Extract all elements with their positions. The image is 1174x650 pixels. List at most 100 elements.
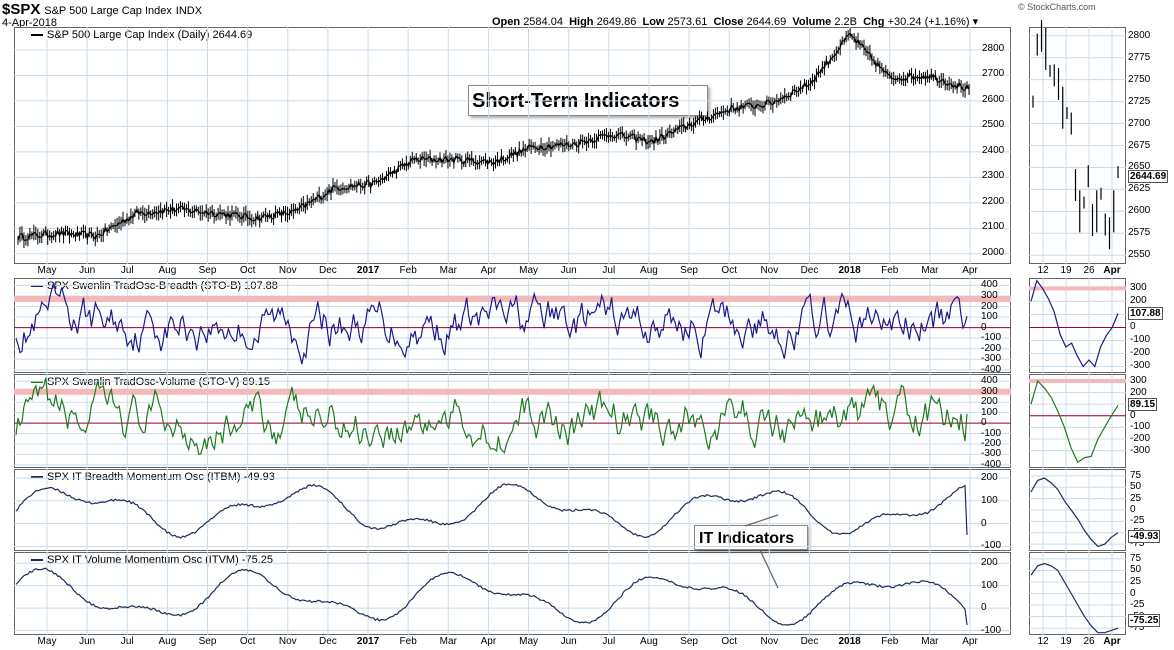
last-value-tag: -49.93	[1128, 530, 1161, 543]
x-tick-label-top: Apr	[480, 265, 497, 276]
copyright: © StockCharts.com	[1018, 2, 1096, 12]
zoom-x-tick-label-bottom: Apr	[1103, 636, 1121, 647]
it-indicators-callout: IT Indicators	[694, 525, 808, 550]
stov-y-tick: 200	[981, 396, 998, 408]
zoom-stob-y-tick: -100	[1130, 334, 1151, 346]
x-tick-label-top: Dec	[319, 265, 337, 276]
chg-label: Chg	[863, 16, 885, 28]
zoom-stov-band	[1029, 378, 1126, 383]
x-tick-label-bottom: Mar	[439, 636, 457, 647]
stov-y-tick: 300	[981, 385, 998, 397]
collapse-triangle-icon[interactable]: ▾	[972, 16, 979, 28]
zoom-itbm-y-tick: 50	[1130, 481, 1142, 493]
stob-y-tick: 0	[981, 321, 987, 333]
x-tick-label-top: Oct	[239, 265, 256, 276]
x-tick-label-bottom: Mar	[921, 636, 939, 647]
zoom-stob-y-tick: 200	[1130, 295, 1147, 307]
itvm-y-tick: 100	[981, 579, 998, 591]
zoom-price-y-tick: 2600	[1128, 205, 1151, 217]
x-tick-label-bottom: Jul	[120, 636, 134, 647]
x-tick-label-top: 2017	[356, 265, 380, 276]
price-y-tick: 2700	[982, 68, 1005, 80]
zoom-itvm-y-tick: 75	[1130, 552, 1142, 564]
itbm-series-line	[15, 483, 968, 539]
zoom-itvm-y-tick: -25	[1130, 599, 1145, 611]
x-tick-label-bottom: Feb	[399, 636, 417, 647]
x-tick-label-top: Oct	[721, 265, 737, 276]
legend-line-icon	[31, 285, 43, 288]
zoom-price-y-tick: 2650	[1128, 161, 1151, 173]
date-label: 4-Apr-2018	[2, 17, 58, 29]
volume-label: Volume	[792, 16, 832, 28]
stob-y-tick: 200	[981, 300, 998, 312]
x-tick-label-bottom: Sep	[680, 636, 698, 647]
zoom-stov-y-tick: -300	[1130, 444, 1151, 456]
price-y-tick: 2600	[982, 93, 1005, 105]
open-value: 2584.04	[523, 16, 563, 28]
legend-line-icon	[31, 559, 43, 562]
zoom-itbm-y-tick: 75	[1130, 469, 1142, 481]
symbol-header: $SPX S&P 500 Large Cap Index INDX	[2, 1, 202, 18]
stov-y-tick: -100	[981, 427, 1002, 439]
x-tick-label-top: Jun	[79, 265, 96, 276]
x-tick-label-bottom: May	[519, 636, 539, 647]
x-tick-label-top: Nov	[760, 265, 779, 276]
zoom-price-y-tick: 2800	[1128, 29, 1151, 41]
x-tick-label-top: Mar	[439, 265, 457, 276]
stov-y-tick: -200	[981, 437, 1002, 449]
zoom-stob-band	[1029, 286, 1126, 291]
zoom-stob-y-tick: 300	[1130, 282, 1147, 294]
price-y-tick: 2100	[982, 221, 1005, 233]
high-label: High	[569, 16, 594, 28]
x-tick-label-bottom: Sep	[198, 636, 217, 647]
stob-panel[interactable]: SPX Swenlin TradOsc-Breadth (STO-B) 107.…	[14, 278, 1011, 373]
price-y-tick: 2800	[982, 42, 1005, 54]
itvm-y-tick: -100	[981, 624, 1002, 636]
close-label: Close	[713, 16, 744, 28]
x-tick-label-bottom: Oct	[239, 636, 256, 647]
x-tick-label-top: Aug	[640, 265, 658, 276]
zoom-stov-y-tick: -100	[1130, 421, 1151, 433]
legend-line-icon	[31, 476, 43, 479]
itbm-panel-title: SPX IT Breadth Momentum Osc (ITBM) -49.9…	[29, 471, 277, 483]
zoom-x-tick-label-top: 19	[1060, 265, 1072, 276]
zoom-stob-y-tick: 0	[1130, 321, 1136, 333]
zoom-itvm-y-tick: -75	[1130, 622, 1145, 634]
close-value: 2644.69	[746, 16, 787, 28]
zoom-x-tick-label-bottom: 12	[1037, 636, 1049, 647]
index-name: S&P 500 Large Cap Index	[44, 5, 172, 17]
x-tick-label-top: Nov	[278, 265, 297, 276]
zoom-stob-y-tick: -200	[1130, 347, 1151, 359]
price-panel[interactable]: S&P 500 Large Cap Index (Daily) 2644.69	[14, 27, 1011, 264]
itvm-panel[interactable]: SPX IT Volume Momentum Osc (ITVM) -75.25	[14, 552, 1011, 635]
x-tick-label-bottom: May	[37, 636, 57, 647]
callout-arrow-up	[744, 514, 779, 527]
x-tick-label-top: May	[519, 265, 539, 276]
zoom-itvm-y-tick: 25	[1130, 575, 1142, 587]
stob-y-tick: -400	[981, 363, 1002, 375]
zoom-x-tick-label-bottom: 19	[1060, 636, 1072, 647]
zoom-price-y-tick: 2625	[1128, 183, 1151, 195]
stob-y-tick: -100	[981, 332, 1002, 344]
chg-value: +30.24 (+1.16%)	[887, 16, 970, 28]
stov-y-tick: 400	[981, 375, 998, 387]
itbm-y-tick: 200	[981, 472, 998, 484]
zoom-stov-y-tick: 200	[1130, 386, 1147, 398]
itvm-y-tick: 200	[981, 557, 998, 569]
price-y-tick: 2000	[982, 246, 1005, 258]
legend-line-icon	[31, 381, 43, 384]
zoom-x-tick-label-top: 12	[1037, 265, 1049, 276]
last-value-tag: -75.25	[1128, 614, 1161, 627]
price-panel-title: S&P 500 Large Cap Index (Daily) 2644.69	[29, 29, 255, 41]
last-value-tag: 2644.69	[1128, 170, 1169, 183]
zoom-price-y-tick: 2550	[1128, 249, 1151, 261]
itvm-series-line	[15, 567, 968, 626]
zoom-itvm-y-tick: 50	[1130, 564, 1142, 576]
x-tick-label-top: Aug	[158, 265, 177, 276]
x-tick-label-top: 2018	[838, 265, 861, 276]
volume-value: 2.2B	[834, 16, 857, 28]
zoom-stob-series-line	[1030, 279, 1119, 368]
price-series	[17, 28, 970, 249]
zoom-stob-y-tick: -300	[1130, 360, 1151, 372]
x-tick-label-bottom: Dec	[319, 636, 337, 647]
